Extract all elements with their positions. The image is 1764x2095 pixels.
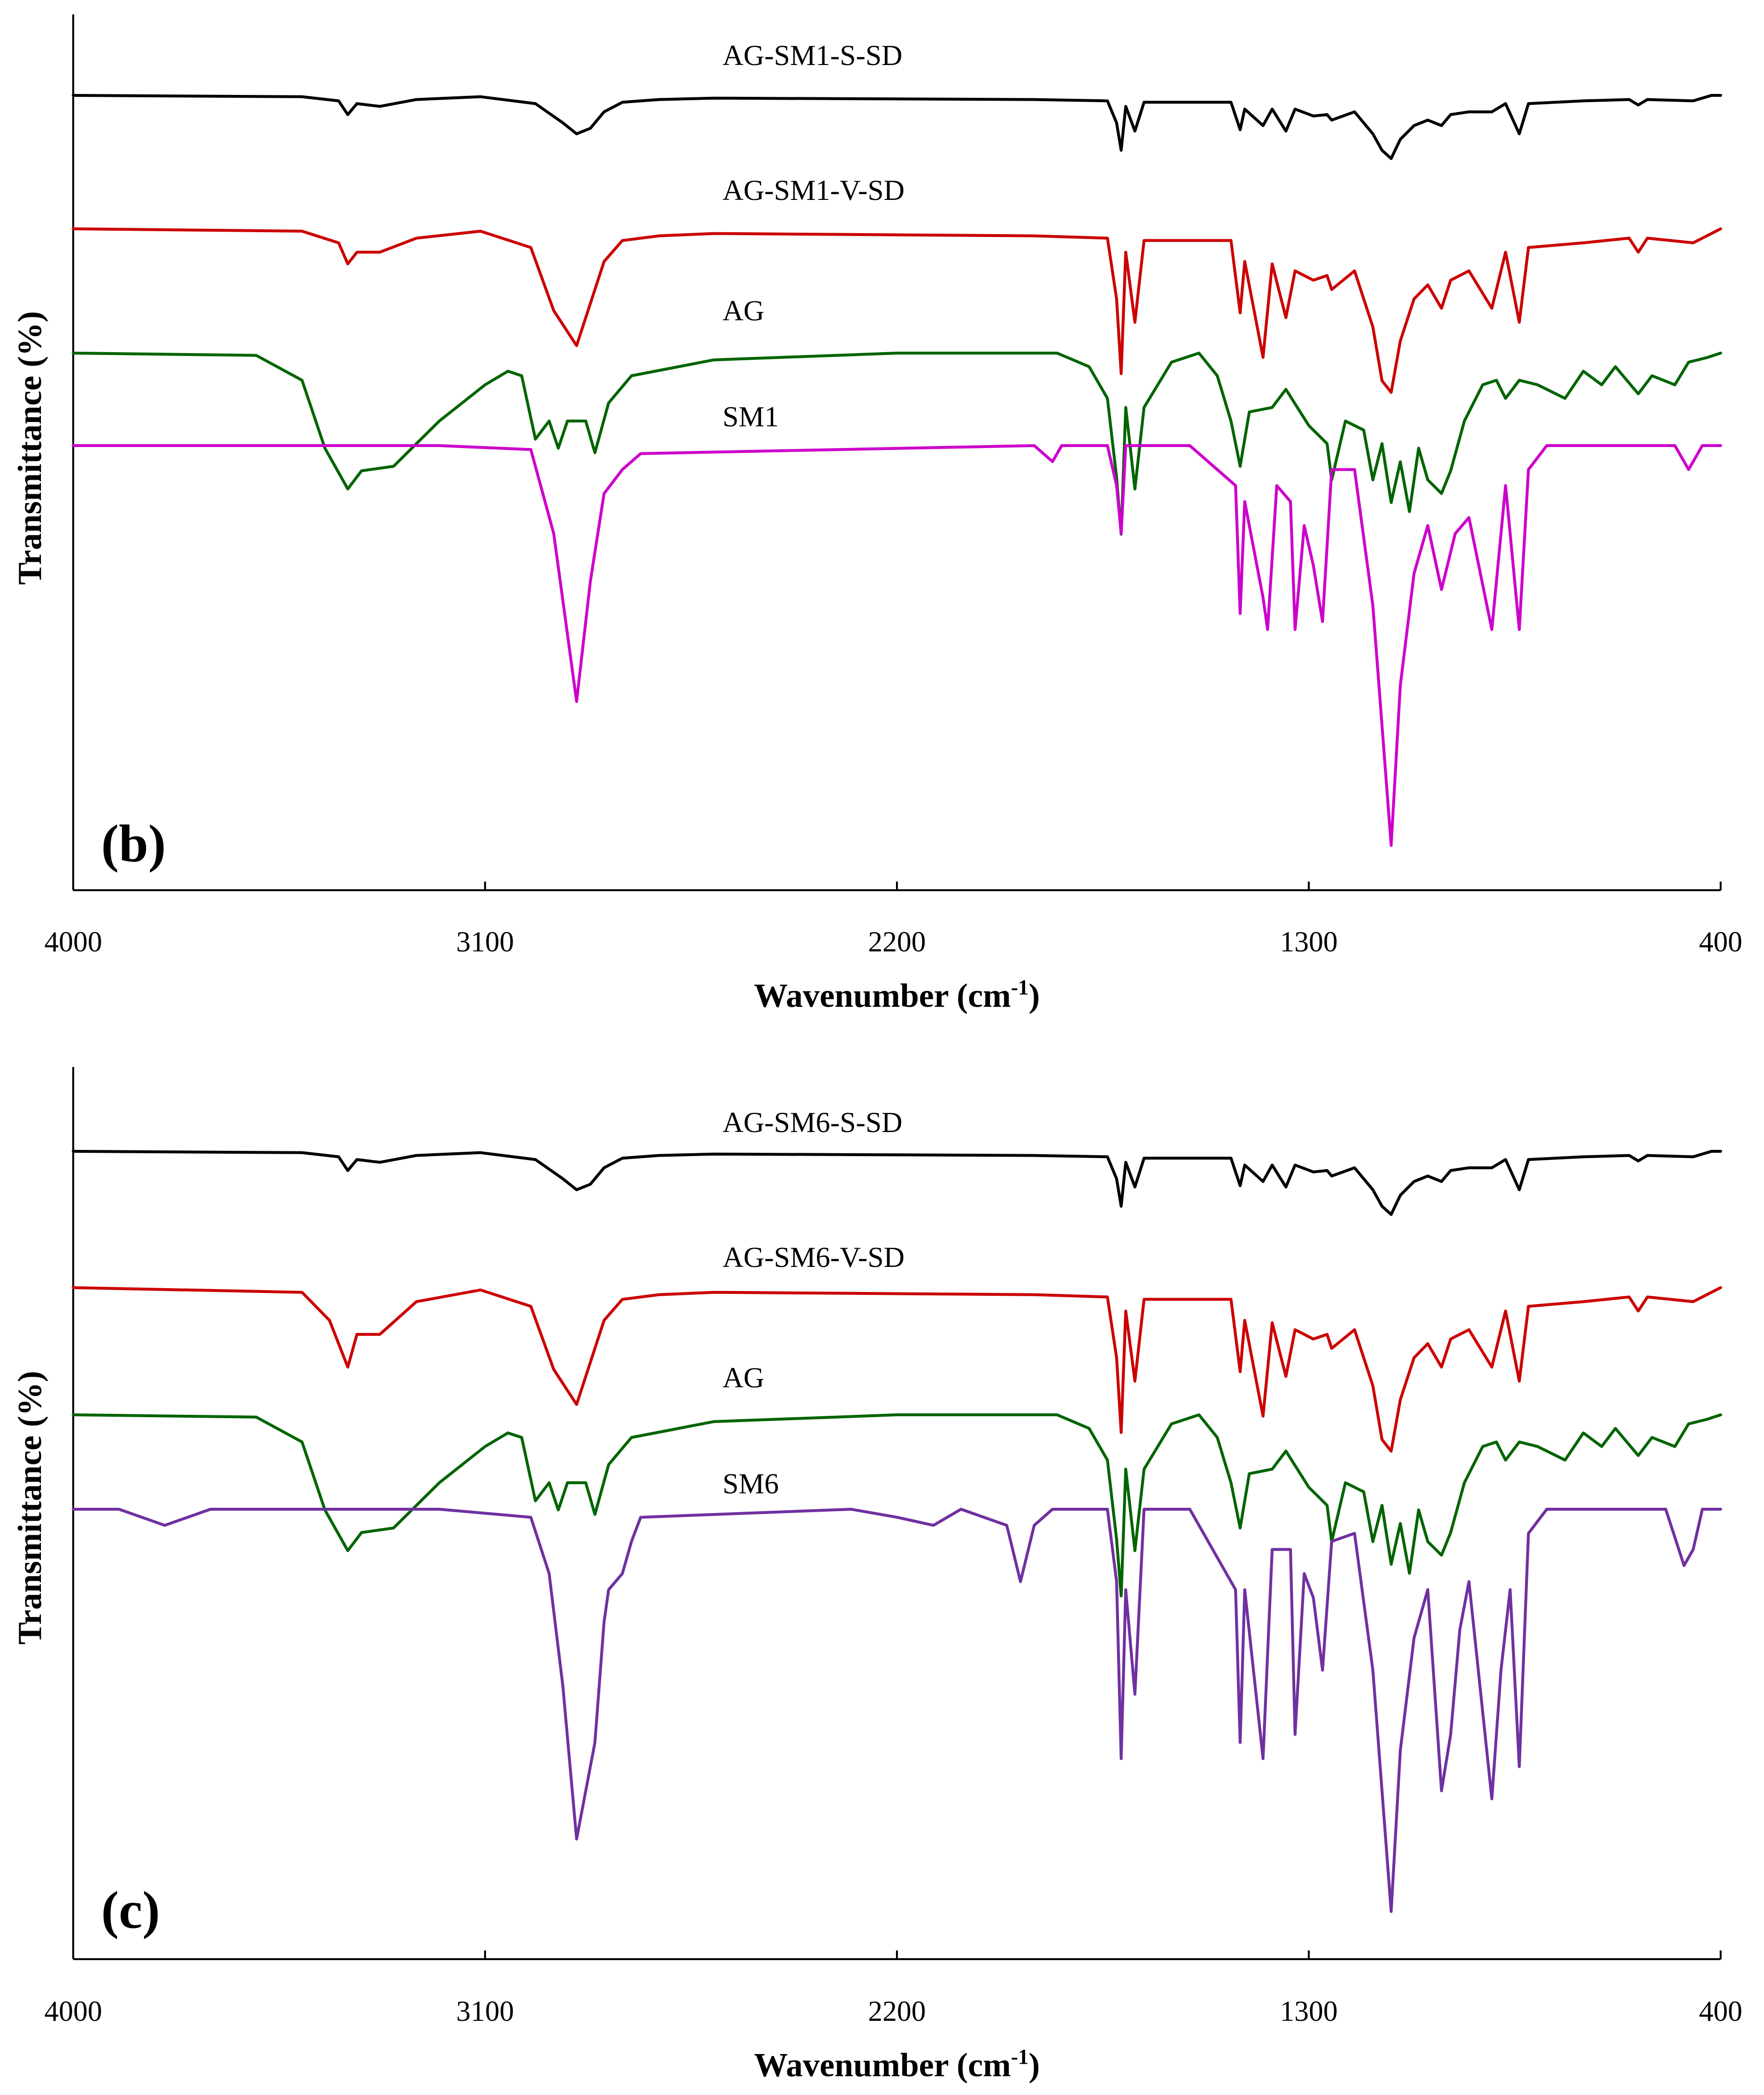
x-tick-label: 1300	[1280, 1995, 1338, 2027]
x-axis-title-main: Wavenumber (cm	[754, 2047, 1011, 2084]
x-tick-label: 400	[1699, 1995, 1742, 2027]
x-axis-title: Wavenumber (cm-1)	[754, 2045, 1040, 2084]
series-line-ag-sm1-v-sd	[72, 227, 1722, 394]
series-label: SM1	[723, 401, 779, 433]
x-tick-label: 4000	[44, 926, 102, 958]
series-line-sm1	[72, 444, 1722, 847]
y-axis-title: Transmittance (%)	[12, 311, 49, 585]
series-label: AG	[723, 1362, 764, 1394]
x-axis-title-end: )	[1028, 977, 1040, 1015]
x-ticks: 4000 3100 2200 1300 400	[44, 1950, 1742, 2027]
x-tick-label: 3100	[456, 926, 514, 958]
series-line-ag-sm6-v-sd	[72, 1286, 1722, 1453]
chart-panel-b: 4000 3100 2200 1300 400 AG-SM1-S-SD AG-SM1-V-…	[12, 14, 1742, 1015]
series-line-ag	[72, 352, 1722, 536]
series-label: AG-SM6-V-SD	[723, 1241, 905, 1273]
series-label: AG	[723, 295, 764, 327]
y-axis-title: Transmittance (%)	[12, 1371, 49, 1645]
x-tick-label: 3100	[456, 1995, 514, 2027]
series-group	[72, 94, 1722, 847]
x-tick-label: 4000	[44, 1995, 102, 2027]
panel-label: (c)	[101, 1881, 160, 1939]
x-axis-title-sup: -1	[1011, 975, 1029, 999]
x-axis-title-main: Wavenumber (cm	[754, 977, 1011, 1015]
x-tick-label: 1300	[1280, 926, 1338, 958]
series-label: AG-SM1-S-SD	[723, 40, 902, 71]
x-tick-label: 2200	[868, 926, 926, 958]
x-axis-title-sup: -1	[1011, 2045, 1029, 2069]
x-tick-label: 400	[1699, 926, 1742, 958]
series-label: SM6	[723, 1468, 779, 1500]
series-label: AG-SM1-V-SD	[723, 174, 905, 206]
series-line-ag-sm1-s-sd	[72, 94, 1722, 160]
panel-label: (b)	[101, 814, 166, 873]
series-labels: AG-SM6-S-SD AG-SM6-V-SD AG SM6	[723, 1107, 905, 1500]
series-label: AG-SM6-S-SD	[723, 1107, 902, 1138]
x-tick-label: 2200	[868, 1995, 926, 2027]
x-axis-title-end: )	[1028, 2047, 1040, 2084]
series-line-ag	[72, 1413, 1722, 1597]
series-labels: AG-SM1-S-SD AG-SM1-V-SD AG SM1	[723, 40, 905, 433]
series-line-sm6	[72, 1508, 1722, 1913]
x-axis-title: Wavenumber (cm-1)	[754, 975, 1040, 1015]
x-ticks: 4000 3100 2200 1300 400	[44, 882, 1742, 958]
chart-panel-c: 4000 3100 2200 1300 400 AG-SM6-S-SD AG-SM6-V-…	[12, 1067, 1742, 2084]
series-line-ag-sm6-s-sd	[72, 1150, 1722, 1216]
series-group	[72, 1150, 1722, 1913]
